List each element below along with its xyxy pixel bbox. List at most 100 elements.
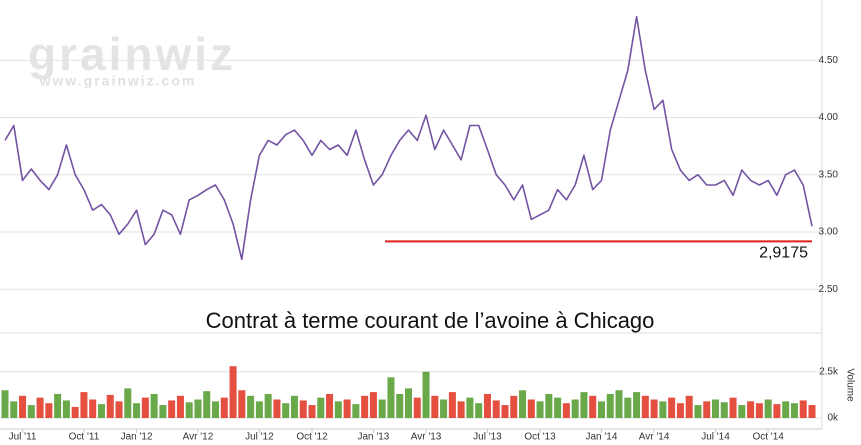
- volume-bar: [273, 399, 281, 418]
- volume-bar: [185, 402, 193, 418]
- volume-bar: [457, 401, 465, 418]
- volume-bar: [448, 392, 456, 418]
- volume-bar: [19, 395, 27, 418]
- volume-bar: [308, 405, 316, 418]
- x-tick-label: Oct '11: [69, 432, 100, 443]
- volume-bar: [712, 399, 720, 418]
- volume-bar: [790, 403, 798, 418]
- x-tick-label: Jan '12: [121, 432, 153, 443]
- volume-bar: [536, 401, 544, 418]
- volume-bar: [782, 401, 790, 418]
- volume-bar: [554, 397, 562, 418]
- watermark-url: www.grainwiz.com: [39, 73, 197, 89]
- volume-bar: [36, 397, 44, 418]
- x-tick-label: Jan '14: [586, 432, 618, 443]
- volume-bar: [527, 399, 535, 418]
- volume-bar: [334, 401, 342, 418]
- x-tick-label: Jul '14: [701, 432, 730, 443]
- watermark: grainwiz: [28, 28, 236, 80]
- volume-bar: [1, 390, 9, 418]
- volume-bar: [194, 399, 202, 418]
- y-tick-label: 4.50: [819, 55, 839, 66]
- volume-bar: [352, 404, 360, 418]
- volume-bar: [659, 401, 667, 418]
- volume-bar: [62, 400, 70, 418]
- volume-bar: [54, 393, 62, 418]
- x-tick-label: Avr '12: [183, 432, 214, 443]
- volume-bar: [440, 399, 448, 418]
- volume-bar: [755, 403, 763, 418]
- y2-tick-label: 2.5k: [819, 366, 839, 377]
- volume-bar: [343, 399, 351, 418]
- volume-bar: [71, 406, 79, 418]
- volume-bar: [264, 393, 272, 418]
- y-tick-label: 3.00: [819, 227, 839, 238]
- volume-bar: [369, 392, 377, 418]
- volume-bar: [571, 399, 579, 418]
- volume-bar: [808, 405, 816, 418]
- x-tick-label: Jul '12: [245, 432, 274, 443]
- volume-bar: [668, 397, 676, 418]
- volume-bar: [97, 404, 105, 418]
- volume-bar: [799, 400, 807, 418]
- volume-bar: [510, 395, 518, 418]
- x-tick-label: Oct '13: [524, 432, 556, 443]
- volume-bar: [361, 395, 369, 418]
- volume-bar: [387, 377, 395, 418]
- volume-bar: [290, 395, 298, 418]
- volume-bar: [229, 366, 237, 418]
- volume-bar: [212, 401, 220, 418]
- volume-bar: [738, 405, 746, 418]
- volume-bar: [159, 405, 167, 418]
- volume-bar: [641, 395, 649, 418]
- y-tick-label: 2.50: [819, 284, 839, 295]
- y-tick-label: 4.00: [819, 112, 839, 123]
- volume-bar: [27, 405, 35, 418]
- volume-bar: [545, 393, 553, 418]
- volume-bar: [255, 401, 263, 418]
- volume-bar: [720, 402, 728, 418]
- x-tick-label: Oct '14: [752, 432, 784, 443]
- x-tick-label: Avr '14: [639, 432, 670, 443]
- volume-bar: [597, 401, 605, 418]
- volume-bar: [150, 393, 158, 418]
- volume-bar: [45, 403, 53, 418]
- volume-bar: [168, 400, 176, 418]
- volume-bar: [10, 401, 18, 418]
- y2-tick-label: 0k: [827, 413, 839, 424]
- volume-bar: [115, 401, 123, 418]
- volume-bar: [492, 400, 500, 418]
- volume-bar: [562, 403, 570, 418]
- volume-bar: [220, 397, 228, 418]
- volume-bar: [615, 390, 623, 418]
- volume-bar: [176, 395, 184, 418]
- annotation-label: 2,9175: [759, 245, 808, 262]
- volume-bar: [483, 393, 491, 418]
- x-tick-label: Oct '12: [296, 432, 328, 443]
- volume-bar: [519, 390, 527, 418]
- volume-bar: [501, 405, 509, 418]
- volume-bar: [650, 399, 658, 418]
- volume-bar: [729, 397, 737, 418]
- volume-bar: [317, 397, 325, 418]
- volume-bar: [589, 395, 597, 418]
- volume-bar: [141, 397, 149, 418]
- volume-bar: [685, 395, 693, 418]
- y2-axis-label: Volume: [844, 368, 855, 402]
- volume-bar: [466, 397, 474, 418]
- volume-bar: [80, 392, 88, 418]
- volume-bar: [580, 392, 588, 418]
- volume-bar: [422, 371, 430, 418]
- volume-bar: [238, 390, 246, 418]
- x-tick-label: Avr '13: [411, 432, 442, 443]
- volume-bar: [378, 399, 386, 418]
- volume-bar: [764, 399, 772, 418]
- volume-bar: [676, 403, 684, 418]
- volume-bar: [203, 391, 211, 418]
- volume-bar: [606, 393, 614, 418]
- volume-bar: [633, 392, 641, 418]
- volume-bar: [404, 388, 413, 418]
- volume-bar: [282, 403, 290, 418]
